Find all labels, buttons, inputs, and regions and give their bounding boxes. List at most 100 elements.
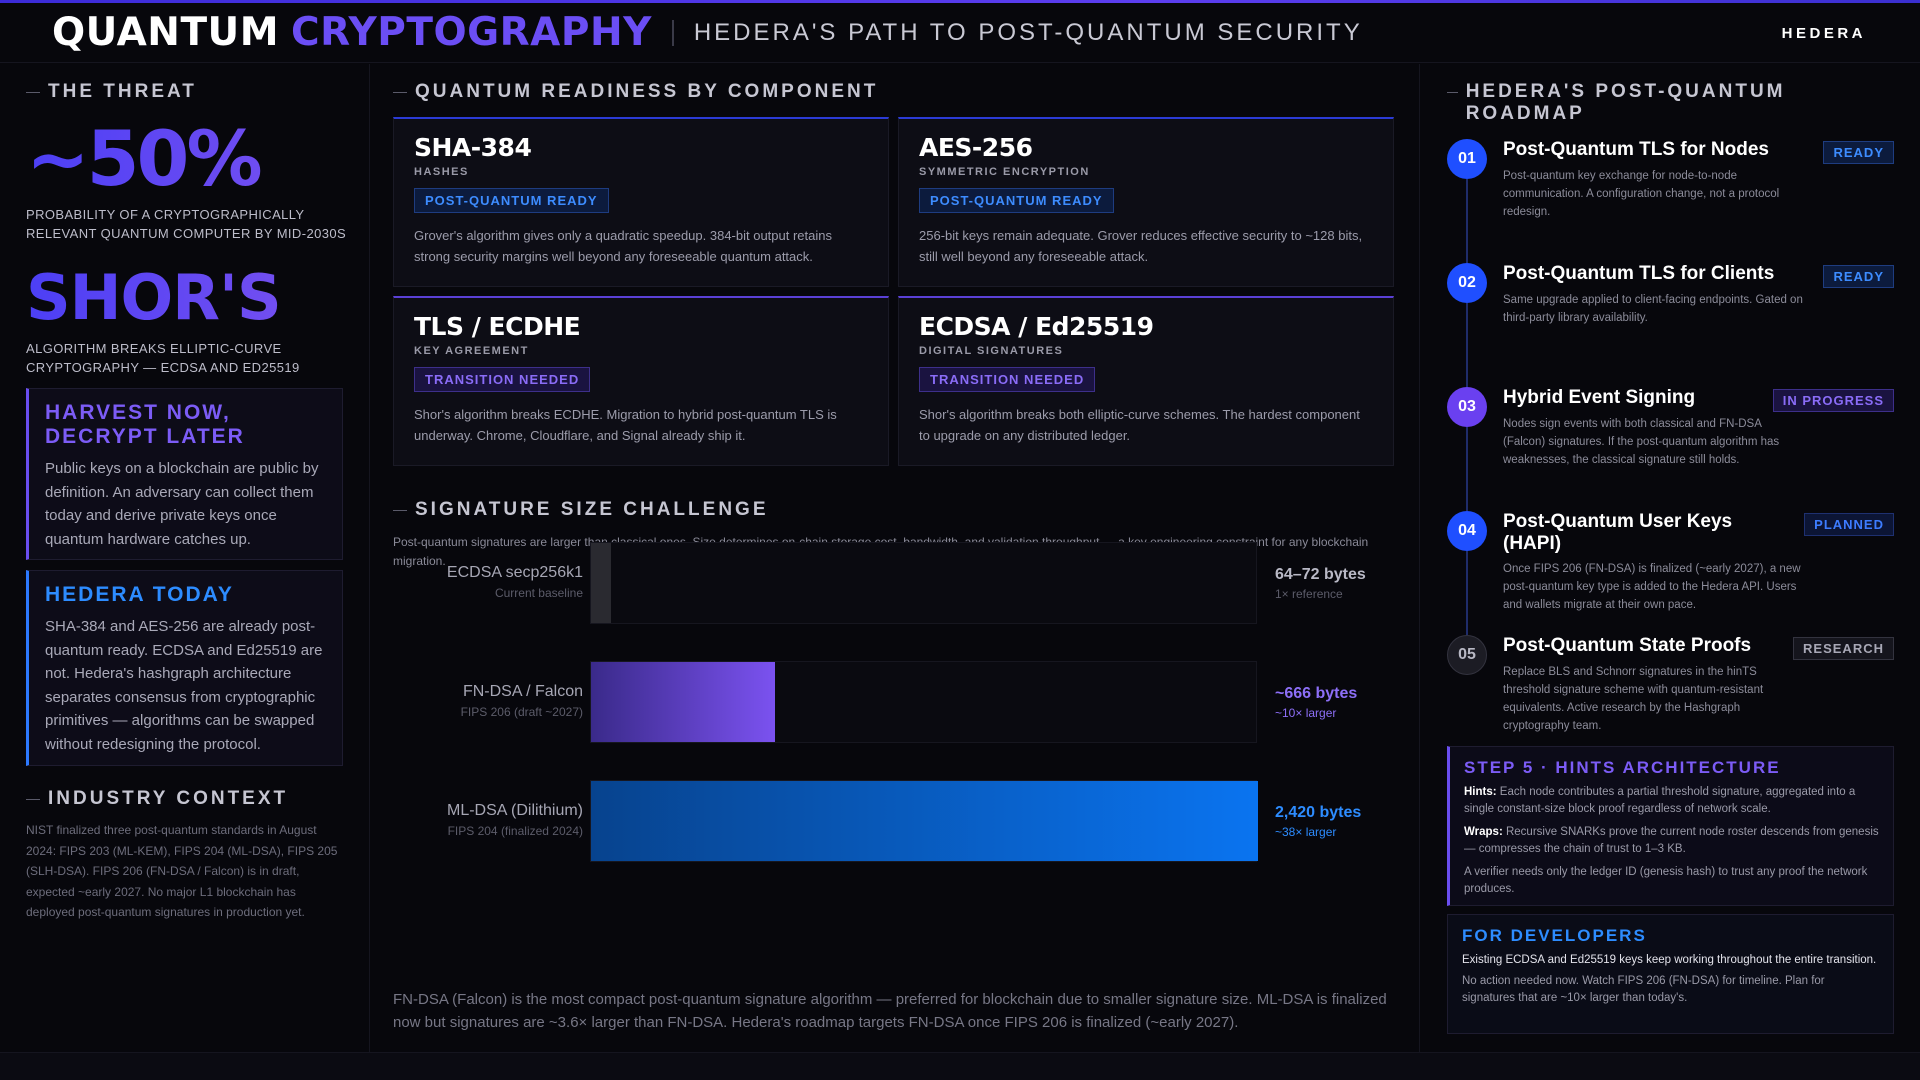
signature-closing-note: FN-DSA (Falcon) is the most compact post… bbox=[393, 991, 1387, 1031]
roadmap-step-title: Post-Quantum TLS for Clients bbox=[1503, 263, 1775, 284]
bar-category-label: ECDSA secp256k1 bbox=[446, 564, 583, 581]
hedera-today-body: SHA-384 and AES-256 are already post-qua… bbox=[45, 618, 323, 753]
threat-heading: THE THREAT bbox=[26, 81, 343, 103]
roadmap-step-title: Post-Quantum TLS for Nodes bbox=[1503, 139, 1769, 160]
status-badge: TRANSITION NEEDED bbox=[414, 367, 591, 392]
readiness-heading: QUANTUM READINESS BY COMPONENT bbox=[393, 81, 1397, 103]
card-tls-ecdhe: TLS / ECDHE KEY AGREEMENT TRANSITION NEE… bbox=[393, 296, 889, 466]
card-body: Grover's algorithm gives only a quadrati… bbox=[414, 228, 832, 264]
bar-value-label: 2,420 bytes bbox=[1275, 804, 1362, 821]
brand-logo-text: HEDERA bbox=[1781, 25, 1866, 42]
roadmap-step-title: Hybrid Event Signing bbox=[1503, 387, 1696, 408]
card-subtitle: KEY AGREEMENT bbox=[414, 345, 529, 357]
bar-label: ML-DSA (Dilithium) FIPS 204 (finalized 20… bbox=[383, 802, 583, 838]
harvest-title: HARVEST NOW, DECRYPT LATER bbox=[45, 401, 245, 448]
bar-value-label: 64–72 bytes bbox=[1275, 566, 1366, 583]
card-body: Shor's algorithm breaks ECDHE. Migration… bbox=[414, 407, 837, 443]
card-aes256: AES-256 SYMMETRIC ENCRYPTION POST-QUANTU… bbox=[898, 117, 1394, 287]
header: QUANTUM CRYPTOGRAPHY HEDERA'S PATH TO PO… bbox=[0, 3, 1920, 63]
title-cryptography: CRYPTOGRAPHY bbox=[291, 10, 652, 55]
bar-category-label: FN-DSA / Falcon bbox=[462, 683, 583, 700]
card-title: SHA-384 bbox=[414, 133, 532, 162]
bar-category-note: FIPS 206 (draft ~2027) bbox=[460, 705, 583, 719]
card-title: AES-256 bbox=[919, 133, 1033, 162]
bar-fill bbox=[591, 781, 1258, 861]
step5-title: STEP 5 · HINTS ARCHITECTURE bbox=[1464, 758, 1781, 777]
industry-context-heading: INDUSTRY CONTEXT bbox=[26, 788, 343, 810]
status-badge: RESEARCH bbox=[1793, 637, 1894, 660]
bar-label: ECDSA secp256k1 Current baseline bbox=[383, 564, 583, 600]
status-badge: IN PROGRESS bbox=[1772, 389, 1894, 412]
signature-size-heading: SIGNATURE SIZE CHALLENGE bbox=[393, 499, 1397, 521]
roadmap-step-body: Replace BLS and Schnorr signatures in th… bbox=[1503, 666, 1764, 732]
roadmap-step-body: Same upgrade applied to client-facing en… bbox=[1503, 294, 1803, 324]
bar-multiplier-label: 1× reference bbox=[1275, 587, 1343, 601]
roadmap-step-number: 04 bbox=[1447, 511, 1487, 551]
roadmap-connector bbox=[1466, 303, 1468, 387]
shors-caption: ALGORITHM BREAKS ELLIPTIC-CURVE CRYPTOGR… bbox=[26, 341, 300, 375]
roadmap-item: 04 Post-Quantum User Keys (HAPI) PLANNED On… bbox=[1447, 511, 1894, 621]
card-title: ECDSA / Ed25519 bbox=[919, 312, 1154, 341]
roadmap-step-body: Once FIPS 206 (FN-DSA) is finalized (~ea… bbox=[1503, 563, 1801, 611]
step5-hints: Hints: Each node contributes a partial t… bbox=[1464, 786, 1856, 815]
header-divider bbox=[671, 19, 674, 46]
hedera-today-title: HEDERA TODAY bbox=[45, 583, 234, 606]
roadmap-connector bbox=[1466, 551, 1468, 635]
roadmap-column: HEDERA'S POST-QUANTUM ROADMAP 01 Post-Qua… bbox=[1421, 64, 1920, 1052]
bar-value: ~666 bytes ~10× larger bbox=[1275, 685, 1357, 720]
bar-label: FN-DSA / Falcon FIPS 206 (draft ~2027) bbox=[383, 683, 583, 719]
bar-multiplier-label: ~38× larger bbox=[1275, 825, 1337, 839]
roadmap-connector bbox=[1466, 179, 1468, 263]
developers-line2: No action needed now. Watch FIPS 206 (FN… bbox=[1462, 975, 1825, 1004]
readiness-cards: SHA-384 HASHES POST-QUANTUM READY Grover… bbox=[393, 117, 1397, 466]
roadmap-step-body: Nodes sign events with both classical an… bbox=[1503, 418, 1780, 466]
card-body: 256-bit keys remain adequate. Grover red… bbox=[919, 228, 1363, 264]
step5-hints-box: STEP 5 · HINTS ARCHITECTURE Hints: Each … bbox=[1447, 746, 1894, 906]
roadmap-step-title: Post-Quantum User Keys (HAPI) bbox=[1503, 511, 1733, 554]
card-subtitle: HASHES bbox=[414, 166, 469, 178]
roadmap-heading: HEDERA'S POST-QUANTUM ROADMAP bbox=[1447, 81, 1807, 125]
card-sha384: SHA-384 HASHES POST-QUANTUM READY Grover… bbox=[393, 117, 889, 287]
bar-category-note: FIPS 204 (finalized 2024) bbox=[447, 824, 583, 838]
probability-caption: PROBABILITY OF A CRYPTOGRAPHICALLY RELEV… bbox=[26, 207, 347, 241]
status-badge: POST-QUANTUM READY bbox=[919, 188, 1114, 213]
card-subtitle: SYMMETRIC ENCRYPTION bbox=[919, 166, 1090, 178]
roadmap-step-number: 01 bbox=[1447, 139, 1487, 179]
bar-row: ML-DSA (Dilithium) FIPS 204 (finalized 20… bbox=[393, 780, 1393, 862]
top-accent-line bbox=[0, 0, 1920, 3]
roadmap-item: 05 Post-Quantum State Proofs RESEARCH Repla… bbox=[1447, 635, 1894, 745]
bar-fill bbox=[591, 662, 775, 742]
harvest-body: Public keys on a blockchain are public b… bbox=[45, 460, 319, 548]
footer-bar bbox=[0, 1052, 1920, 1080]
bar-track bbox=[590, 542, 1257, 624]
status-badge: POST-QUANTUM READY bbox=[414, 188, 609, 213]
hedera-today-box: HEDERA TODAY SHA-384 and AES-256 are alr… bbox=[26, 570, 343, 766]
bar-fill bbox=[591, 543, 611, 623]
step5-verifier: A verifier needs only the ledger ID (gen… bbox=[1464, 866, 1868, 895]
title-quantum: QUANTUM bbox=[52, 10, 280, 55]
status-badge: PLANNED bbox=[1804, 513, 1894, 536]
shors-stat: SHOR'S bbox=[26, 267, 343, 329]
bar-row: FN-DSA / Falcon FIPS 206 (draft ~2027) ~66… bbox=[393, 661, 1393, 743]
card-body: Shor's algorithm breaks both elliptic-cu… bbox=[919, 407, 1360, 443]
status-badge: READY bbox=[1823, 141, 1894, 164]
roadmap-step-body: Post-quantum key exchange for node-to-no… bbox=[1503, 170, 1780, 218]
probability-stat: ~50% bbox=[26, 121, 343, 197]
bar-track bbox=[590, 661, 1257, 743]
bar-value: 64–72 bytes 1× reference bbox=[1275, 566, 1366, 601]
roadmap-step-number: 03 bbox=[1447, 387, 1487, 427]
threat-column: THE THREAT ~50% PROBABILITY OF A CRYPTOG… bbox=[0, 64, 370, 1052]
roadmap-step-number: 05 bbox=[1447, 635, 1487, 675]
card-title: TLS / ECDHE bbox=[414, 312, 581, 341]
readiness-column: QUANTUM READINESS BY COMPONENT SHA-384 H… bbox=[371, 64, 1420, 1052]
roadmap-item: 02 Post-Quantum TLS for Clients READY Same … bbox=[1447, 263, 1894, 373]
developers-line1: Existing ECDSA and Ed25519 keys keep wor… bbox=[1462, 954, 1877, 966]
roadmap-item: 03 Hybrid Event Signing IN PROGRESS Nodes s… bbox=[1447, 387, 1894, 497]
bar-value-label: ~666 bytes bbox=[1275, 685, 1358, 702]
bar-row: ECDSA secp256k1 Current baseline 64–72 byt… bbox=[393, 542, 1393, 624]
status-badge: READY bbox=[1823, 265, 1894, 288]
step5-wraps: Wraps: Recursive SNARKs prove the curren… bbox=[1464, 826, 1879, 855]
roadmap-step-number: 02 bbox=[1447, 263, 1487, 303]
developers-title: FOR DEVELOPERS bbox=[1462, 926, 1647, 945]
bar-value: 2,420 bytes ~38× larger bbox=[1275, 804, 1361, 839]
